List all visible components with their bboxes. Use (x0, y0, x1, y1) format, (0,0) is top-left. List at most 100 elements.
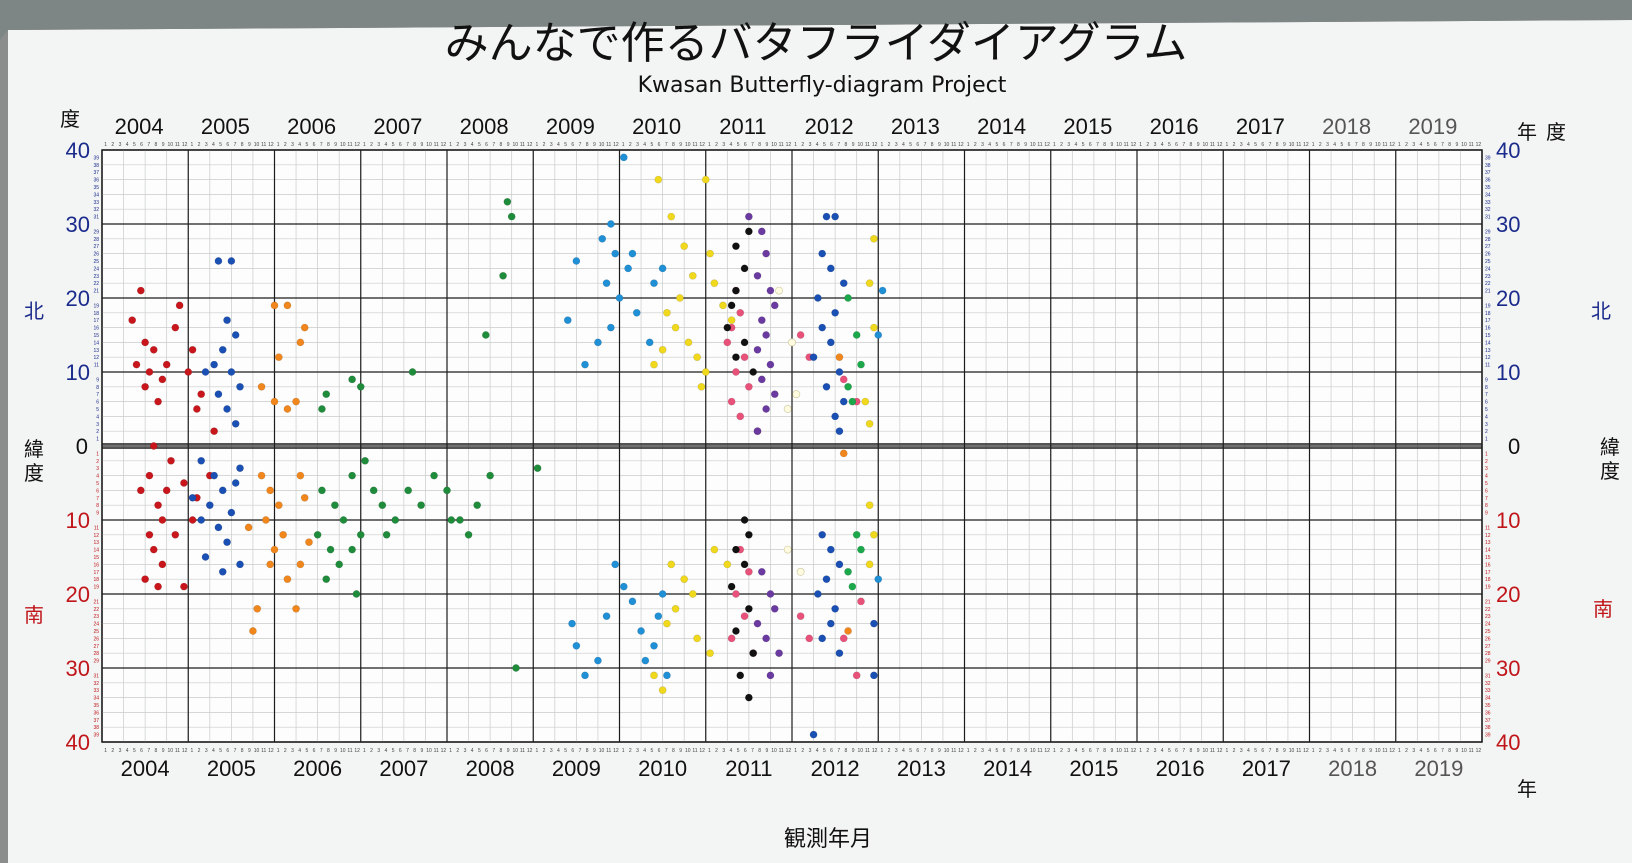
month-tick-label-top: 12 (182, 142, 188, 148)
month-tick-label-top: 7 (665, 142, 668, 148)
data-point (356, 530, 365, 539)
month-tick-label-bottom: 11 (692, 748, 697, 754)
month-tick-label-top: 3 (1154, 142, 1157, 148)
month-tick-label-top: 12 (1303, 142, 1309, 148)
data-point (732, 545, 740, 554)
data-point (744, 604, 753, 613)
data-point (744, 212, 753, 221)
month-tick-label-top: 1 (363, 142, 366, 148)
data-point (650, 279, 658, 288)
month-tick-label-bottom: 12 (1389, 748, 1395, 754)
data-point (783, 405, 792, 413)
month-tick-label-bottom: 6 (313, 748, 316, 754)
data-point (192, 405, 201, 413)
y-minor-tick-left: 3 (96, 466, 99, 472)
data-point (650, 360, 658, 369)
month-tick-label-bottom: 2 (1233, 748, 1236, 754)
data-point (149, 545, 158, 554)
month-tick-label-bottom: 8 (1017, 748, 1020, 754)
data-point (688, 271, 697, 280)
month-tick-label-top: 4 (298, 142, 301, 148)
data-point (210, 471, 219, 480)
data-point (244, 523, 253, 532)
month-tick-label-bottom: 10 (771, 748, 777, 754)
month-tick-label-top: 12 (699, 142, 705, 148)
data-point (796, 331, 805, 339)
month-tick-label-top: 4 (1075, 142, 1078, 148)
data-point (136, 286, 145, 295)
month-tick-label-bottom: 11 (951, 748, 956, 754)
data-point (296, 560, 305, 569)
month-tick-label-bottom: 3 (1154, 748, 1157, 754)
month-tick-label-bottom: 1 (1053, 748, 1056, 754)
month-tick-label-top: 5 (909, 142, 912, 148)
month-tick-label-bottom: 9 (1110, 748, 1113, 754)
y-minor-tick-right: 6 (1485, 488, 1488, 494)
data-point (171, 323, 180, 332)
data-point (214, 390, 223, 399)
data-point (667, 560, 676, 569)
year-tick-label-bottom: 2019 (1414, 756, 1463, 781)
month-tick-label-bottom: 4 (385, 748, 388, 754)
y-minor-tick-right: 26 (1485, 252, 1491, 258)
y-minor-tick-left: 23 (93, 274, 99, 280)
data-point (214, 257, 223, 265)
y-minor-tick-right: 11 (1485, 363, 1490, 369)
data-point (818, 530, 827, 539)
month-tick-label-bottom: 11 (1037, 748, 1042, 754)
month-tick-label-top: 11 (865, 142, 870, 148)
wall-background (0, 0, 1632, 40)
month-tick-label-bottom: 9 (1283, 748, 1286, 754)
month-tick-label-bottom: 1 (794, 748, 797, 754)
data-point (650, 641, 658, 650)
month-tick-label-bottom: 2 (456, 748, 459, 754)
month-tick-label-bottom: 4 (1075, 748, 1078, 754)
data-point (167, 456, 175, 465)
data-point (602, 612, 611, 621)
month-tick-label-top: 4 (1420, 142, 1423, 148)
data-point (348, 471, 357, 480)
data-point (352, 590, 361, 598)
data-point (727, 301, 736, 310)
data-point (870, 671, 878, 680)
month-tick-label-bottom: 10 (1289, 748, 1295, 754)
y-minor-tick-right: 1 (1485, 451, 1488, 457)
y-minor-tick-left: 11 (94, 363, 99, 369)
data-point (313, 530, 322, 539)
data-point (318, 486, 326, 495)
data-point (249, 627, 257, 635)
data-point (658, 590, 667, 598)
data-point (719, 301, 727, 310)
y-tick-label-zero-right: 0 (1508, 434, 1520, 459)
month-tick-label-top: 6 (1089, 142, 1092, 148)
month-tick-label-top: 12 (354, 142, 360, 148)
y-minor-tick-left: 36 (93, 178, 99, 184)
data-point (253, 604, 262, 613)
data-point (188, 516, 197, 524)
data-point (835, 427, 844, 436)
data-point (650, 671, 658, 680)
data-point (813, 590, 822, 598)
data-point (839, 397, 848, 406)
month-tick-label-bottom: 7 (320, 748, 323, 754)
data-point (231, 419, 240, 428)
y-minor-tick-left: 21 (93, 289, 99, 295)
data-point (792, 390, 801, 399)
year-tick-label-top: 2013 (891, 114, 940, 139)
month-tick-label-top: 2 (543, 142, 546, 148)
data-point (723, 338, 732, 347)
month-tick-label-bottom: 10 (1116, 748, 1122, 754)
data-point (688, 590, 697, 598)
y-minor-tick-right: 12 (1485, 355, 1491, 361)
data-point (391, 516, 400, 524)
y-minor-tick-left: 29 (93, 659, 99, 665)
month-tick-label-top: 12 (1044, 142, 1050, 148)
month-tick-label-bottom: 9 (852, 748, 855, 754)
data-point (499, 271, 507, 280)
month-tick-label-top: 10 (1289, 142, 1295, 148)
data-point (839, 634, 848, 643)
data-point (326, 545, 335, 554)
month-tick-label-top: 10 (1461, 142, 1467, 148)
month-tick-label-top: 1 (880, 142, 883, 148)
data-point (210, 427, 219, 436)
